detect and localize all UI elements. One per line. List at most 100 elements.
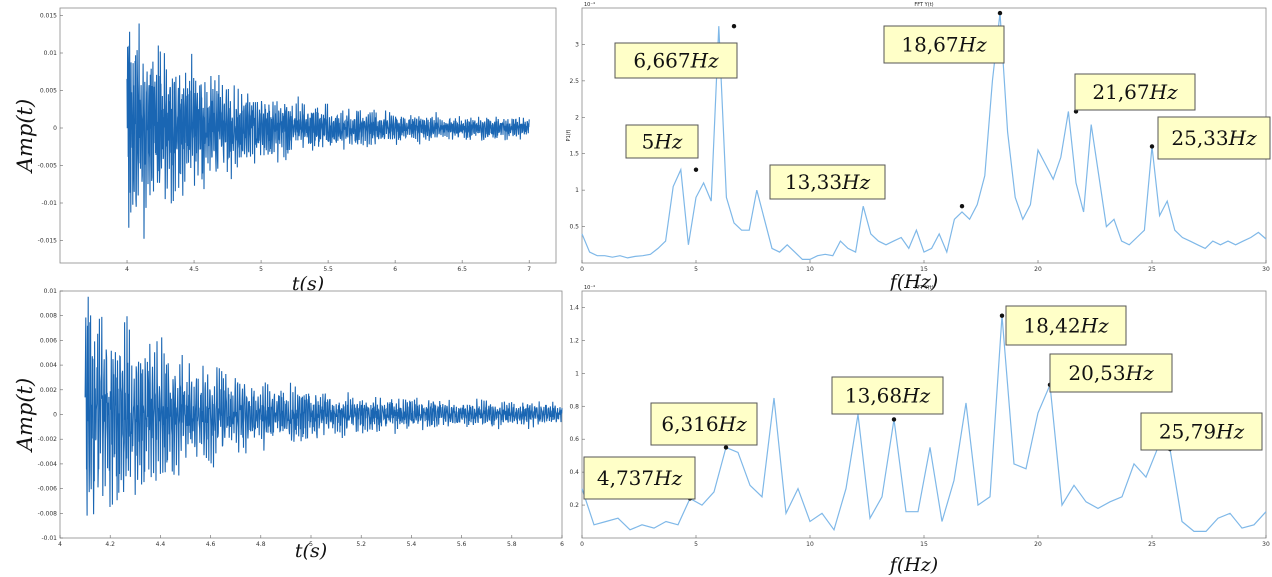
peak-annotation: 5Hz xyxy=(625,124,699,159)
y-tick-label: -0.004 xyxy=(38,461,58,468)
y-axis-label: Amp(t) xyxy=(13,99,37,174)
x-tick-label: 5 xyxy=(694,266,698,273)
x-tick-label: 30 xyxy=(1262,266,1270,273)
x-tick-label: 5.2 xyxy=(356,541,366,548)
annotation-box xyxy=(650,402,758,446)
y-tick-label: 0.006 xyxy=(40,337,57,344)
annotation-box xyxy=(831,376,944,415)
x-tick-label: 30 xyxy=(1262,541,1270,548)
y-tick-label: -0.01 xyxy=(41,535,57,542)
peak-label: 18,42Hz xyxy=(1023,314,1109,338)
peak-marker xyxy=(891,417,897,422)
x-tick-label: 6 xyxy=(393,266,397,273)
peak-annotation: 13,33Hz xyxy=(769,164,886,200)
peak-label: 25,33Hz xyxy=(1171,126,1257,150)
y-tick-label: 0.4 xyxy=(569,469,579,476)
peak-marker xyxy=(999,313,1005,318)
y-tick-label: -0.006 xyxy=(38,486,58,493)
panel-4: 0 5 10 15 20 25 30 0.2 0.4 0.6 0.8 1 1.2 1.4 FFT Y(t) 1… xyxy=(569,285,1270,576)
peak-label: 13,33Hz xyxy=(785,170,871,194)
annotation-box xyxy=(1157,116,1271,160)
peak-marker xyxy=(731,24,737,29)
peak-label: 4,737Hz xyxy=(597,466,683,490)
y-tick-label: 0.004 xyxy=(40,362,57,369)
panel-2: 0 5 10 15 20 25 30 0.5 1 1.5 2 2.5 3 FFT Y(t) 10⁻⁴ P1(f… xyxy=(566,2,1271,293)
panel-1: 4 4.5 5 5.5 6 6.5 7 0.015 0.01 0.005 0 -0.005 -0.01 -… xyxy=(13,7,557,295)
signal-line xyxy=(126,23,530,239)
y-tick-label: 1.5 xyxy=(569,151,579,158)
x-tick-label: 0 xyxy=(580,266,584,273)
peak-label: 6,316Hz xyxy=(661,412,747,436)
y-tick-label: 0.002 xyxy=(40,387,57,394)
peak-marker xyxy=(693,167,699,172)
y-tick-label: 0 xyxy=(53,125,57,132)
x-tick-label: 4 xyxy=(125,266,129,273)
x-tick-label: 25 xyxy=(1148,541,1156,548)
y-tick-label: 3 xyxy=(575,41,579,48)
annotation-box xyxy=(1005,305,1127,346)
y-tick-label: 1.4 xyxy=(569,304,579,311)
peak-marker xyxy=(997,10,1003,16)
y-tick-label: 1 xyxy=(575,370,579,377)
peak-label: 13,68Hz xyxy=(845,384,931,408)
y-tick-label: 2 xyxy=(575,114,579,121)
annotation-box xyxy=(625,124,699,159)
spectrum-line xyxy=(581,315,1267,533)
peak-marker xyxy=(959,203,965,209)
y-tick-label: -0.008 xyxy=(38,510,58,517)
plot-title: FFT Y(t) xyxy=(914,285,933,291)
fft-y-label: P1(f) xyxy=(566,130,572,142)
x-tick-label: 15 xyxy=(920,266,928,273)
x-tick-label: 7 xyxy=(527,266,531,273)
y-tick-label: 0.01 xyxy=(44,50,58,57)
x-tick-label: 5.5 xyxy=(323,266,333,273)
peak-label: 18,67Hz xyxy=(901,33,987,57)
y-tick-label: -0.005 xyxy=(38,163,58,170)
signal-line xyxy=(84,296,563,516)
x-tick-label: 20 xyxy=(1034,266,1042,273)
y-tick-label: 0 xyxy=(53,412,57,419)
x-tick-label: 10 xyxy=(806,541,814,548)
peak-annotation: 25,33Hz xyxy=(1157,116,1271,160)
annotation-box xyxy=(1049,353,1173,393)
annotation-box xyxy=(1140,412,1263,451)
peak-annotation: 6,667Hz xyxy=(614,42,738,79)
x-tick-label: 5 xyxy=(309,541,313,548)
peak-label: 25,79Hz xyxy=(1159,420,1245,444)
peak-marker xyxy=(1149,144,1155,149)
peak-marker xyxy=(723,445,729,450)
x-tick-label: 5 xyxy=(694,541,698,548)
x-axis-label: f(Hz) xyxy=(888,271,938,293)
annotation-box xyxy=(1074,73,1196,111)
y-tick-label: 1 xyxy=(575,187,579,194)
x-tick-label: 20 xyxy=(1034,541,1042,548)
x-tick-label: 15 xyxy=(920,541,928,548)
x-tick-label: 4.5 xyxy=(189,266,199,273)
y-tick-label: 0.008 xyxy=(40,313,57,320)
y-tick-label: 0.015 xyxy=(40,13,57,20)
y-tick-label: 0.005 xyxy=(40,88,57,95)
x-tick-label: 4.6 xyxy=(206,541,216,548)
peak-label: 5Hz xyxy=(642,130,683,154)
y-tick-label: 0.2 xyxy=(569,502,579,509)
y-tick-label: 2.5 xyxy=(569,78,579,85)
exponent-label: 10⁻⁴ xyxy=(584,285,595,291)
x-tick-label: 5 xyxy=(259,266,263,273)
x-tick-label: 4.8 xyxy=(256,541,266,548)
y-axis-label: Amp(t) xyxy=(13,378,37,453)
x-tick-label: 5.4 xyxy=(407,541,417,548)
x-tick-label: 10 xyxy=(806,266,814,273)
y-tick-label: 0.01 xyxy=(44,288,58,295)
panel-3: 4 4.2 4.4 4.6 4.8 5 5.2 5.4 5.6 5.8 6 0.01 0.008 0.00… xyxy=(13,288,564,562)
x-tick-label: 4.2 xyxy=(105,541,115,548)
x-axis-label: t(s) xyxy=(295,540,327,562)
y-tick-label: -0.01 xyxy=(41,200,57,207)
y-tick-label: -0.002 xyxy=(38,436,58,443)
y-tick-label: 0.8 xyxy=(569,403,579,410)
peak-annotation: 18,67Hz xyxy=(883,25,1005,64)
plot-title: FFT Y(t) xyxy=(914,2,933,8)
x-tick-label: 4.4 xyxy=(156,541,166,548)
y-tick-label: 0.6 xyxy=(569,436,579,443)
peak-annotation: 20,53Hz xyxy=(1049,353,1173,393)
peak-label: 21,67Hz xyxy=(1092,80,1178,104)
